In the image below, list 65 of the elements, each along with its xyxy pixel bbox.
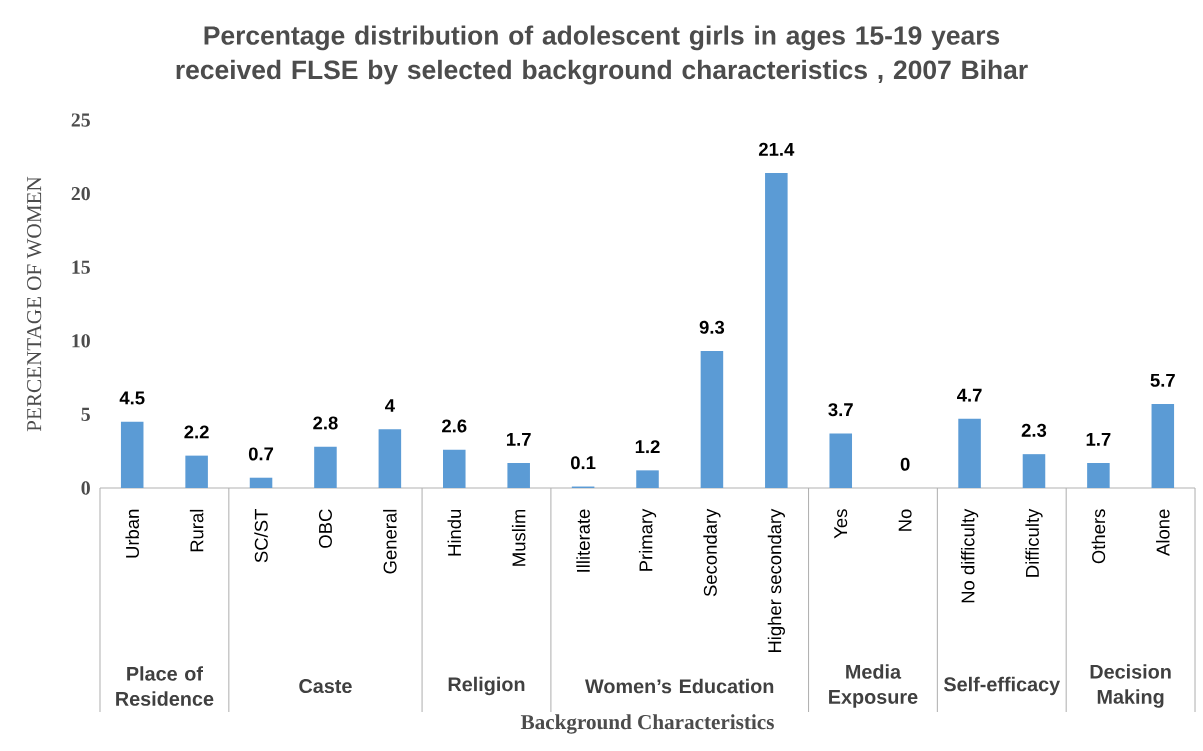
bar xyxy=(378,429,402,489)
y-tick-label: 20 xyxy=(71,186,90,201)
data-label: 4 xyxy=(385,399,395,412)
bar xyxy=(185,455,208,489)
data-label: 9.3 xyxy=(699,320,725,334)
chart-title: Percentage distribution of adolescent girls in ages 15-19 years received FLSE by selected background characteristics , 2007 Bihar xyxy=(176,25,1028,85)
bar xyxy=(700,351,724,489)
bar xyxy=(829,433,853,489)
x-tick-label: Others xyxy=(1091,509,1106,564)
x-tick-label: No difficulty xyxy=(960,508,979,603)
data-label: 1.7 xyxy=(1086,433,1111,446)
x-tick-label: Primary xyxy=(638,508,657,571)
data-label: 4.7 xyxy=(957,388,982,402)
text: Women’s Education xyxy=(585,678,774,694)
y-tick-label: 0 xyxy=(81,481,90,495)
bar xyxy=(120,421,144,489)
bar xyxy=(958,418,981,489)
x-tick-label: Higher secondary xyxy=(767,508,785,653)
text: Media Exposure xyxy=(829,664,918,708)
data-label: 1.2 xyxy=(635,440,660,454)
x-tick-label: Hindu xyxy=(447,509,462,556)
y-tick-label: 5 xyxy=(81,407,90,422)
x-tick-label: Secondary xyxy=(703,508,721,597)
bar xyxy=(249,477,273,489)
text: Decision Making xyxy=(1090,664,1171,708)
data-label: 0.7 xyxy=(248,447,274,461)
y-axis-title: PERCENTAGE OF WOMEN xyxy=(27,176,42,432)
data-label: 2.6 xyxy=(442,419,467,433)
x-tick-label: SC/ST xyxy=(254,509,268,563)
data-label: 0.1 xyxy=(570,456,596,470)
data-label: 21.4 xyxy=(758,142,795,156)
x-tick-label: Urban xyxy=(125,509,139,558)
x-tick-label: Yes xyxy=(834,509,848,539)
bar xyxy=(636,470,659,489)
x-axis-title: Background Characteristics xyxy=(520,714,774,734)
bar xyxy=(314,446,337,489)
x-tick-label: Illiterate xyxy=(576,509,590,572)
x-tick-label: No xyxy=(898,509,912,531)
data-label: 2.8 xyxy=(313,416,338,430)
text: Place of Residence xyxy=(116,666,214,706)
data-label: 5.7 xyxy=(1150,373,1175,387)
y-tick-label: 15 xyxy=(72,260,90,274)
data-label: 2.2 xyxy=(184,425,209,439)
bar xyxy=(765,173,788,489)
y-tick-label: 25 xyxy=(71,113,90,127)
bar xyxy=(443,449,466,489)
bar xyxy=(1087,462,1110,489)
bar xyxy=(1022,454,1046,489)
data-label: 4.5 xyxy=(119,391,145,405)
x-tick-label: General xyxy=(383,509,397,574)
data-label: 2.3 xyxy=(1021,423,1047,437)
text: Caste xyxy=(299,679,352,694)
bar xyxy=(507,462,530,489)
y-tick-label: 10 xyxy=(72,334,90,348)
data-label: 1.7 xyxy=(506,433,531,446)
x-tick-label: Rural xyxy=(189,509,204,552)
data-label: 3.7 xyxy=(828,403,853,417)
x-tick-label: Difficulty xyxy=(1025,508,1043,577)
x-tick-label: Muslim xyxy=(511,509,526,566)
x-tick-label: Alone xyxy=(1156,509,1170,556)
text: Self-efficacy xyxy=(943,676,1061,696)
bar xyxy=(1151,404,1175,489)
x-tick-label: OBC xyxy=(318,509,332,548)
data-label: 0 xyxy=(900,457,910,471)
text: Religion xyxy=(448,676,525,696)
